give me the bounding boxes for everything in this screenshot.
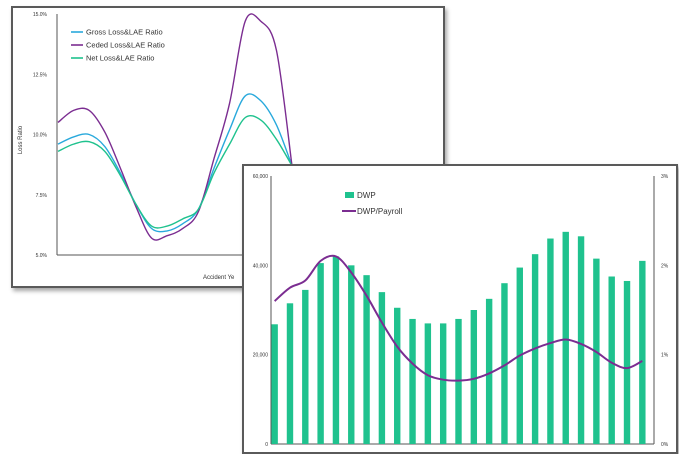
dwp-bar [348,265,355,444]
series-line [57,114,293,229]
y-tick-label: 7.5% [36,193,48,199]
dwp-bar [608,276,615,444]
loss-ratio-chart-panel: 15.0% 12.5% 10.0% 7.5% 5.0% Gross Loss&LAE R… [11,6,445,288]
y-axis-label: Loss Ratio [18,125,24,154]
right-tick-label: 3% [661,174,669,180]
dwp-chart: 60,000 40,000 20,000 0 3% 2% 1% 0% DWP DWP/Payro… [253,174,669,448]
y-tick-label: 15.0% [33,12,48,18]
legend-label: Gross Loss&LAE Ratio [86,28,163,37]
dwp-bar [501,283,508,444]
loss-ratio-chart: 15.0% 12.5% 10.0% 7.5% 5.0% Gross Loss&LAE R… [18,12,437,281]
legend-label: DWP/Payroll [357,207,403,216]
left-tick-label: 60,000 [253,174,269,180]
x-axis-label: Accident Ye [203,275,235,281]
dwp-bar [317,263,324,444]
dwp-bar [547,238,554,444]
dwp-bar [271,324,278,444]
dwp-bar [378,292,386,444]
dwp-bar [302,289,309,444]
legend-label: DWP [357,191,376,200]
dwp-bar [424,323,432,444]
dwp-bar [332,256,340,444]
dwp-payroll-line [273,254,643,382]
y-tick-label: 10.0% [33,133,48,139]
dwp-bar [577,236,585,444]
dwp-bar [470,310,478,444]
series-line [57,13,293,241]
legend-label: Net Loss&LAE Ratio [86,54,154,63]
left-tick-label: 0 [265,442,268,448]
dwp-chart-panel: 60,000 40,000 20,000 0 3% 2% 1% 0% DWP DWP/Payro… [242,164,678,454]
right-tick-label: 2% [661,263,669,269]
dwp-bar [562,231,569,444]
dwp-bar [623,280,631,444]
dwp-bar [639,260,646,444]
legend-label: Ceded Loss&LAE Ratio [86,41,165,50]
left-tick-label: 40,000 [253,263,269,269]
dwp-bar [286,303,294,444]
dwp-bar [485,298,493,444]
y-tick-label: 5.0% [36,253,48,259]
dwp-bar [439,323,447,444]
left-tick-label: 20,000 [253,353,269,359]
right-tick-label: 1% [661,353,669,359]
series-line [57,93,293,233]
right-tick-label: 0% [661,442,669,448]
y-tick-label: 12.5% [33,72,48,78]
legend-swatch-dwp [345,192,354,198]
dwp-bar [409,318,416,444]
dwp-bar [394,307,401,444]
dwp-bar [363,275,370,444]
